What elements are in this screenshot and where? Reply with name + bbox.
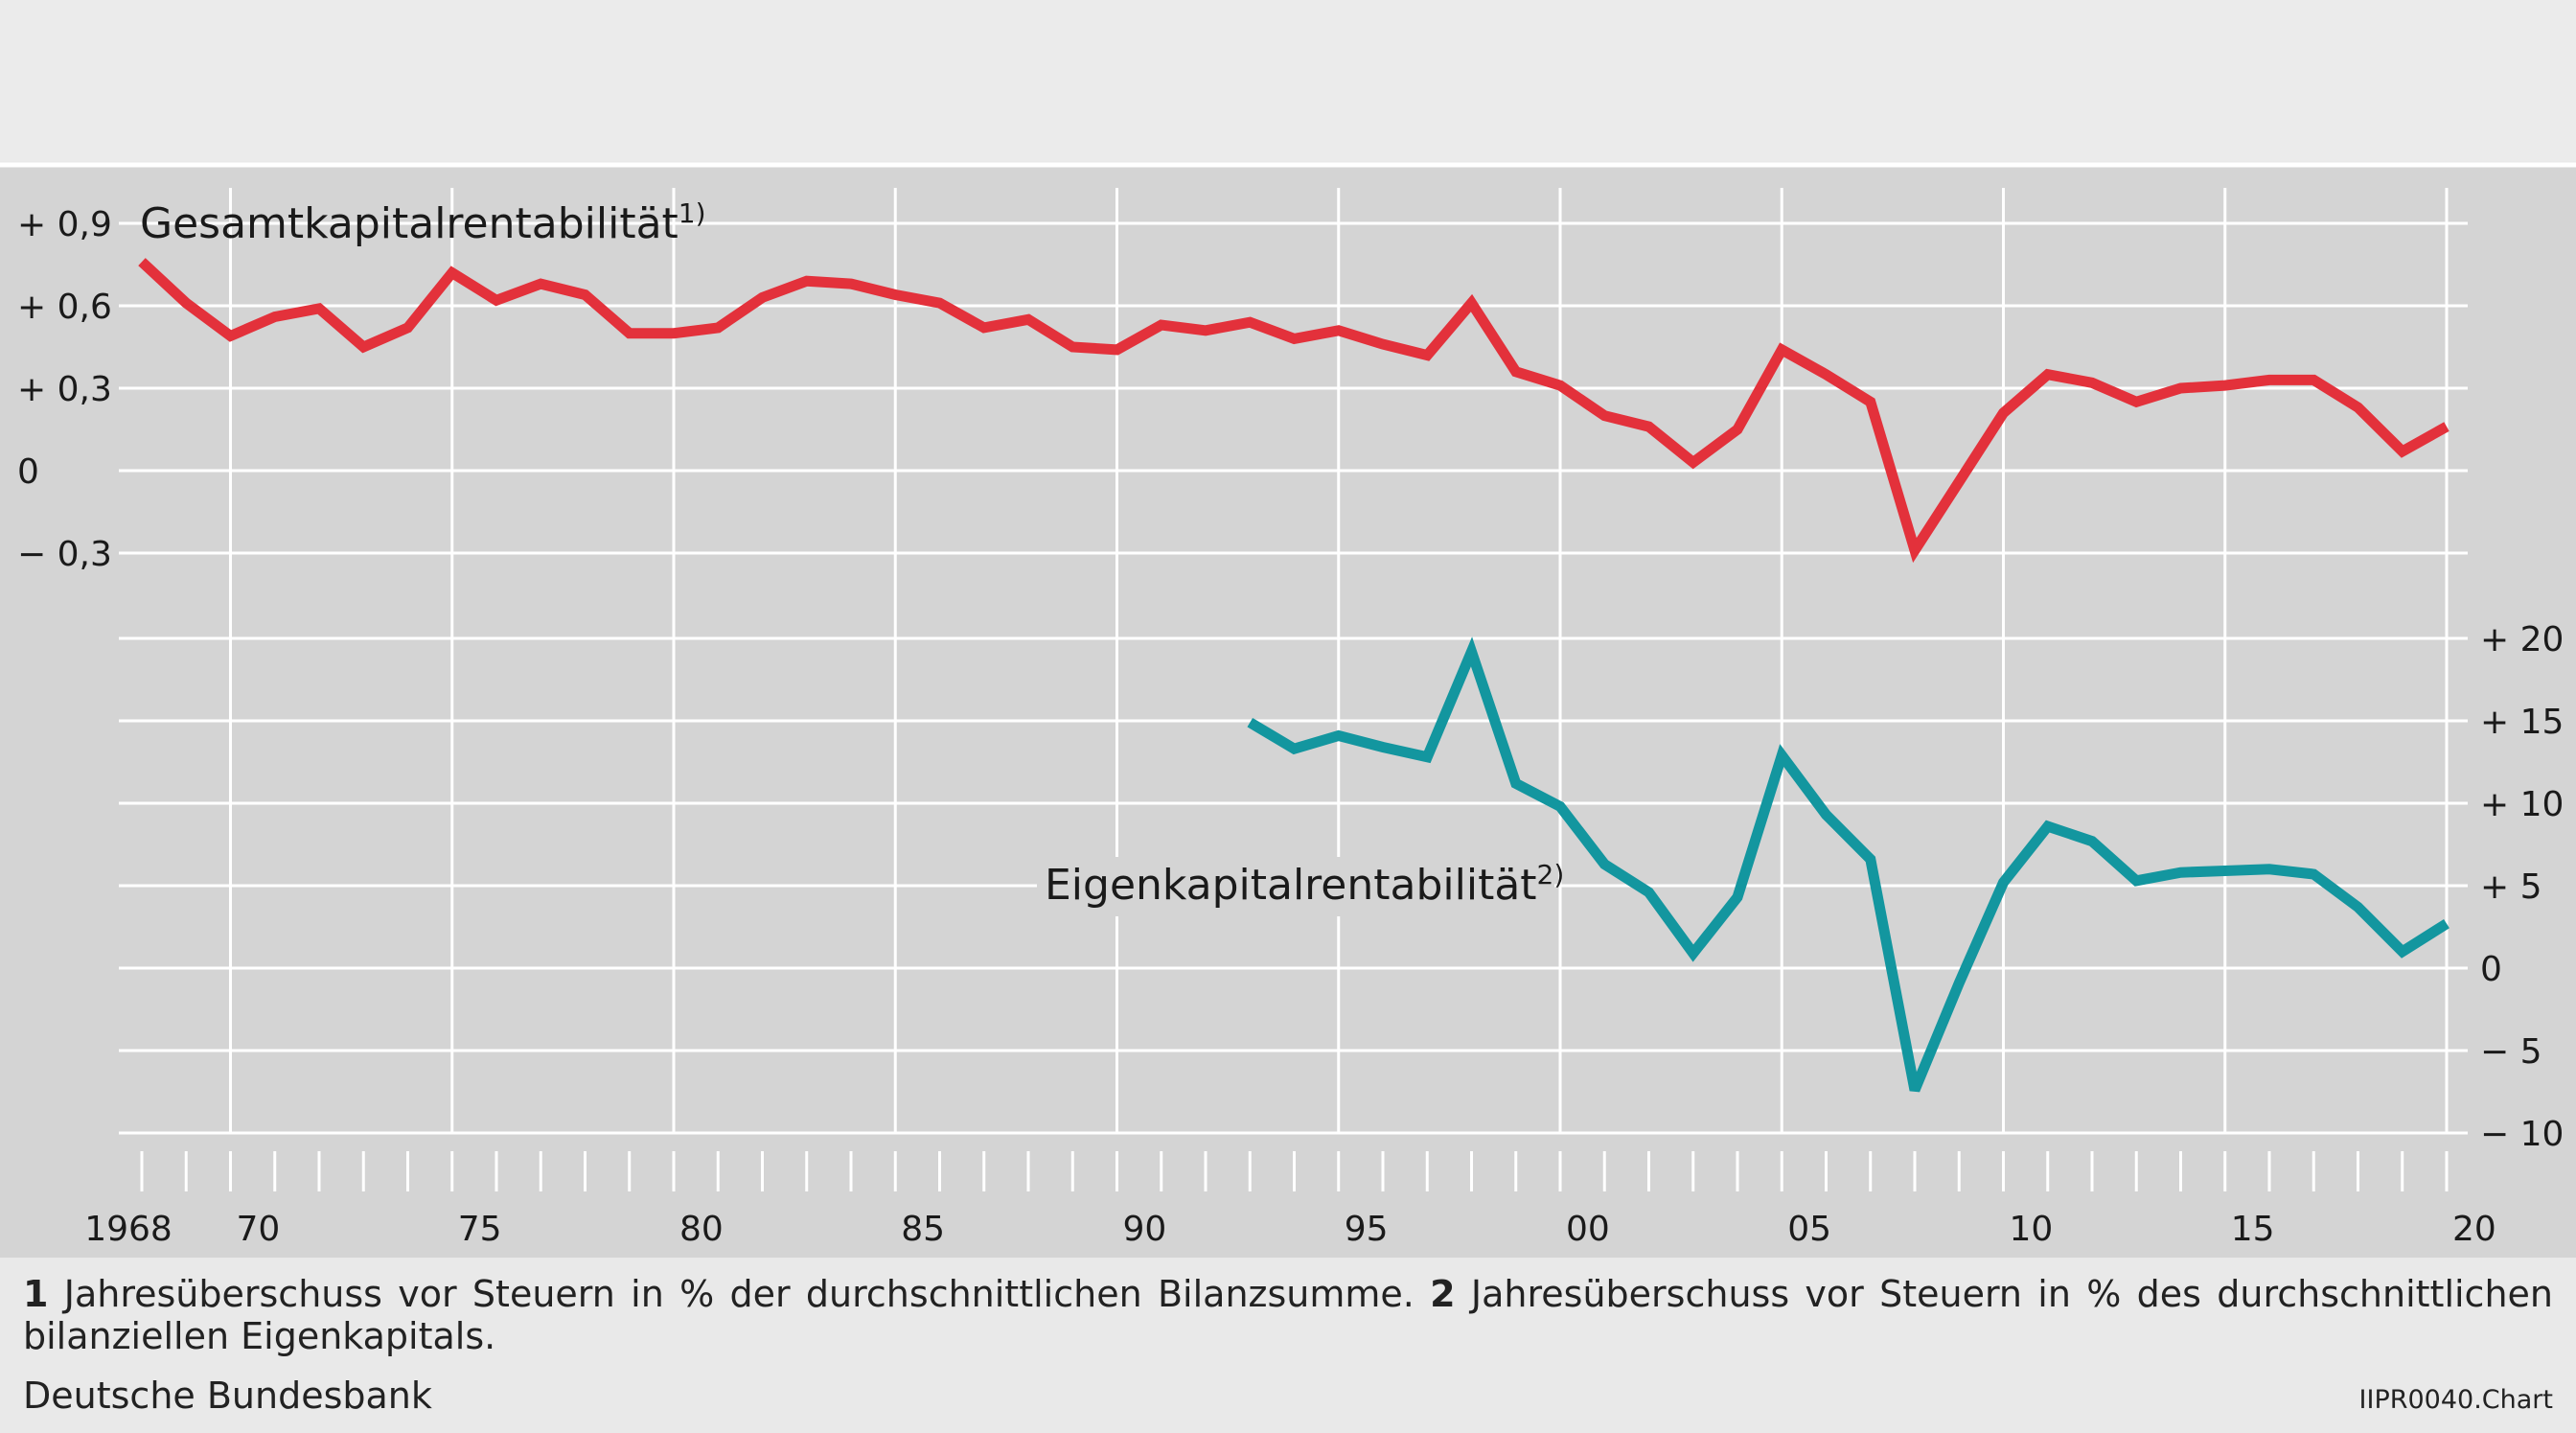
series-line-0 <box>138 258 2450 564</box>
x-tick-label: 90 <box>1123 1210 1167 1249</box>
series-label-0: Gesamtkapitalrentabilität1) <box>140 197 706 248</box>
series-line-1 <box>1247 636 2450 1093</box>
right-tick-label: − 10 <box>2480 1115 2564 1154</box>
right-tick-label: + 15 <box>2480 703 2564 742</box>
footnote: 1 Jahresüberschuss vor Steuern in % der … <box>23 1273 2553 1357</box>
plot-background <box>0 167 2576 1258</box>
footnote-number-1: 1 <box>23 1273 49 1315</box>
x-tick-label: 75 <box>458 1210 502 1249</box>
right-tick-label: + 5 <box>2480 867 2542 907</box>
left-tick-label: + 0,9 <box>17 205 112 244</box>
left-axis-labels: + 0,9 + 0,6 + 0,3 0 − 0,3 <box>17 205 112 574</box>
x-tick-label: 00 <box>1566 1210 1610 1249</box>
x-axis-labels: 1968 70 75 80 85 90 95 00 05 10 15 20 <box>84 1210 2496 1249</box>
series-labels: Gesamtkapitalrentabilität1) Eigenkapitalr… <box>140 197 1564 916</box>
footnote-text-1: Jahresüberschuss vor Steuern in % der du… <box>48 1273 1431 1315</box>
right-tick-label: + 10 <box>2480 785 2564 824</box>
source-label: Deutsche Bundesbank <box>23 1375 432 1417</box>
right-tick-label: 0 <box>2480 950 2502 989</box>
chart-code: IIPR0040.Chart <box>2358 1385 2553 1415</box>
series-label-background <box>1037 857 1554 916</box>
x-tick-label: 70 <box>237 1210 281 1249</box>
x-tick-label: 85 <box>901 1210 945 1249</box>
x-tick-label: 1968 <box>84 1210 172 1249</box>
x-tick-label: 95 <box>1345 1210 1389 1249</box>
x-tick-label: 15 <box>2231 1210 2275 1249</box>
left-tick-label: 0 <box>17 452 39 492</box>
right-tick-label: + 20 <box>2480 620 2564 659</box>
x-tick-label: 20 <box>2452 1210 2496 1249</box>
series-label-group-0: Gesamtkapitalrentabilität1) <box>140 197 706 248</box>
header-band <box>0 0 2576 161</box>
footnote-number-2: 2 <box>1430 1273 1456 1315</box>
right-axis-labels: + 20 + 15 + 10 + 5 0 − 5 − 10 <box>2480 620 2564 1154</box>
x-tick-label: 05 <box>1787 1210 1831 1249</box>
left-tick-label: + 0,3 <box>17 370 112 409</box>
series-label-group-1: Eigenkapitalrentabilität2) <box>1037 857 1564 916</box>
series-label-1: Eigenkapitalrentabilität2) <box>1045 859 1564 910</box>
left-tick-label: + 0,6 <box>17 288 112 327</box>
right-tick-label: − 5 <box>2480 1032 2542 1072</box>
year-ticks <box>140 1151 2449 1191</box>
x-tick-label: 10 <box>2010 1210 2054 1249</box>
horizontal-gridlines <box>119 221 2468 1135</box>
series-lines <box>138 258 2450 1093</box>
left-tick-label: − 0,3 <box>17 535 112 574</box>
x-tick-label: 80 <box>679 1210 724 1249</box>
footnote-text-2: Jahresüberschuss vor Steuern in % des du… <box>23 1273 2553 1357</box>
